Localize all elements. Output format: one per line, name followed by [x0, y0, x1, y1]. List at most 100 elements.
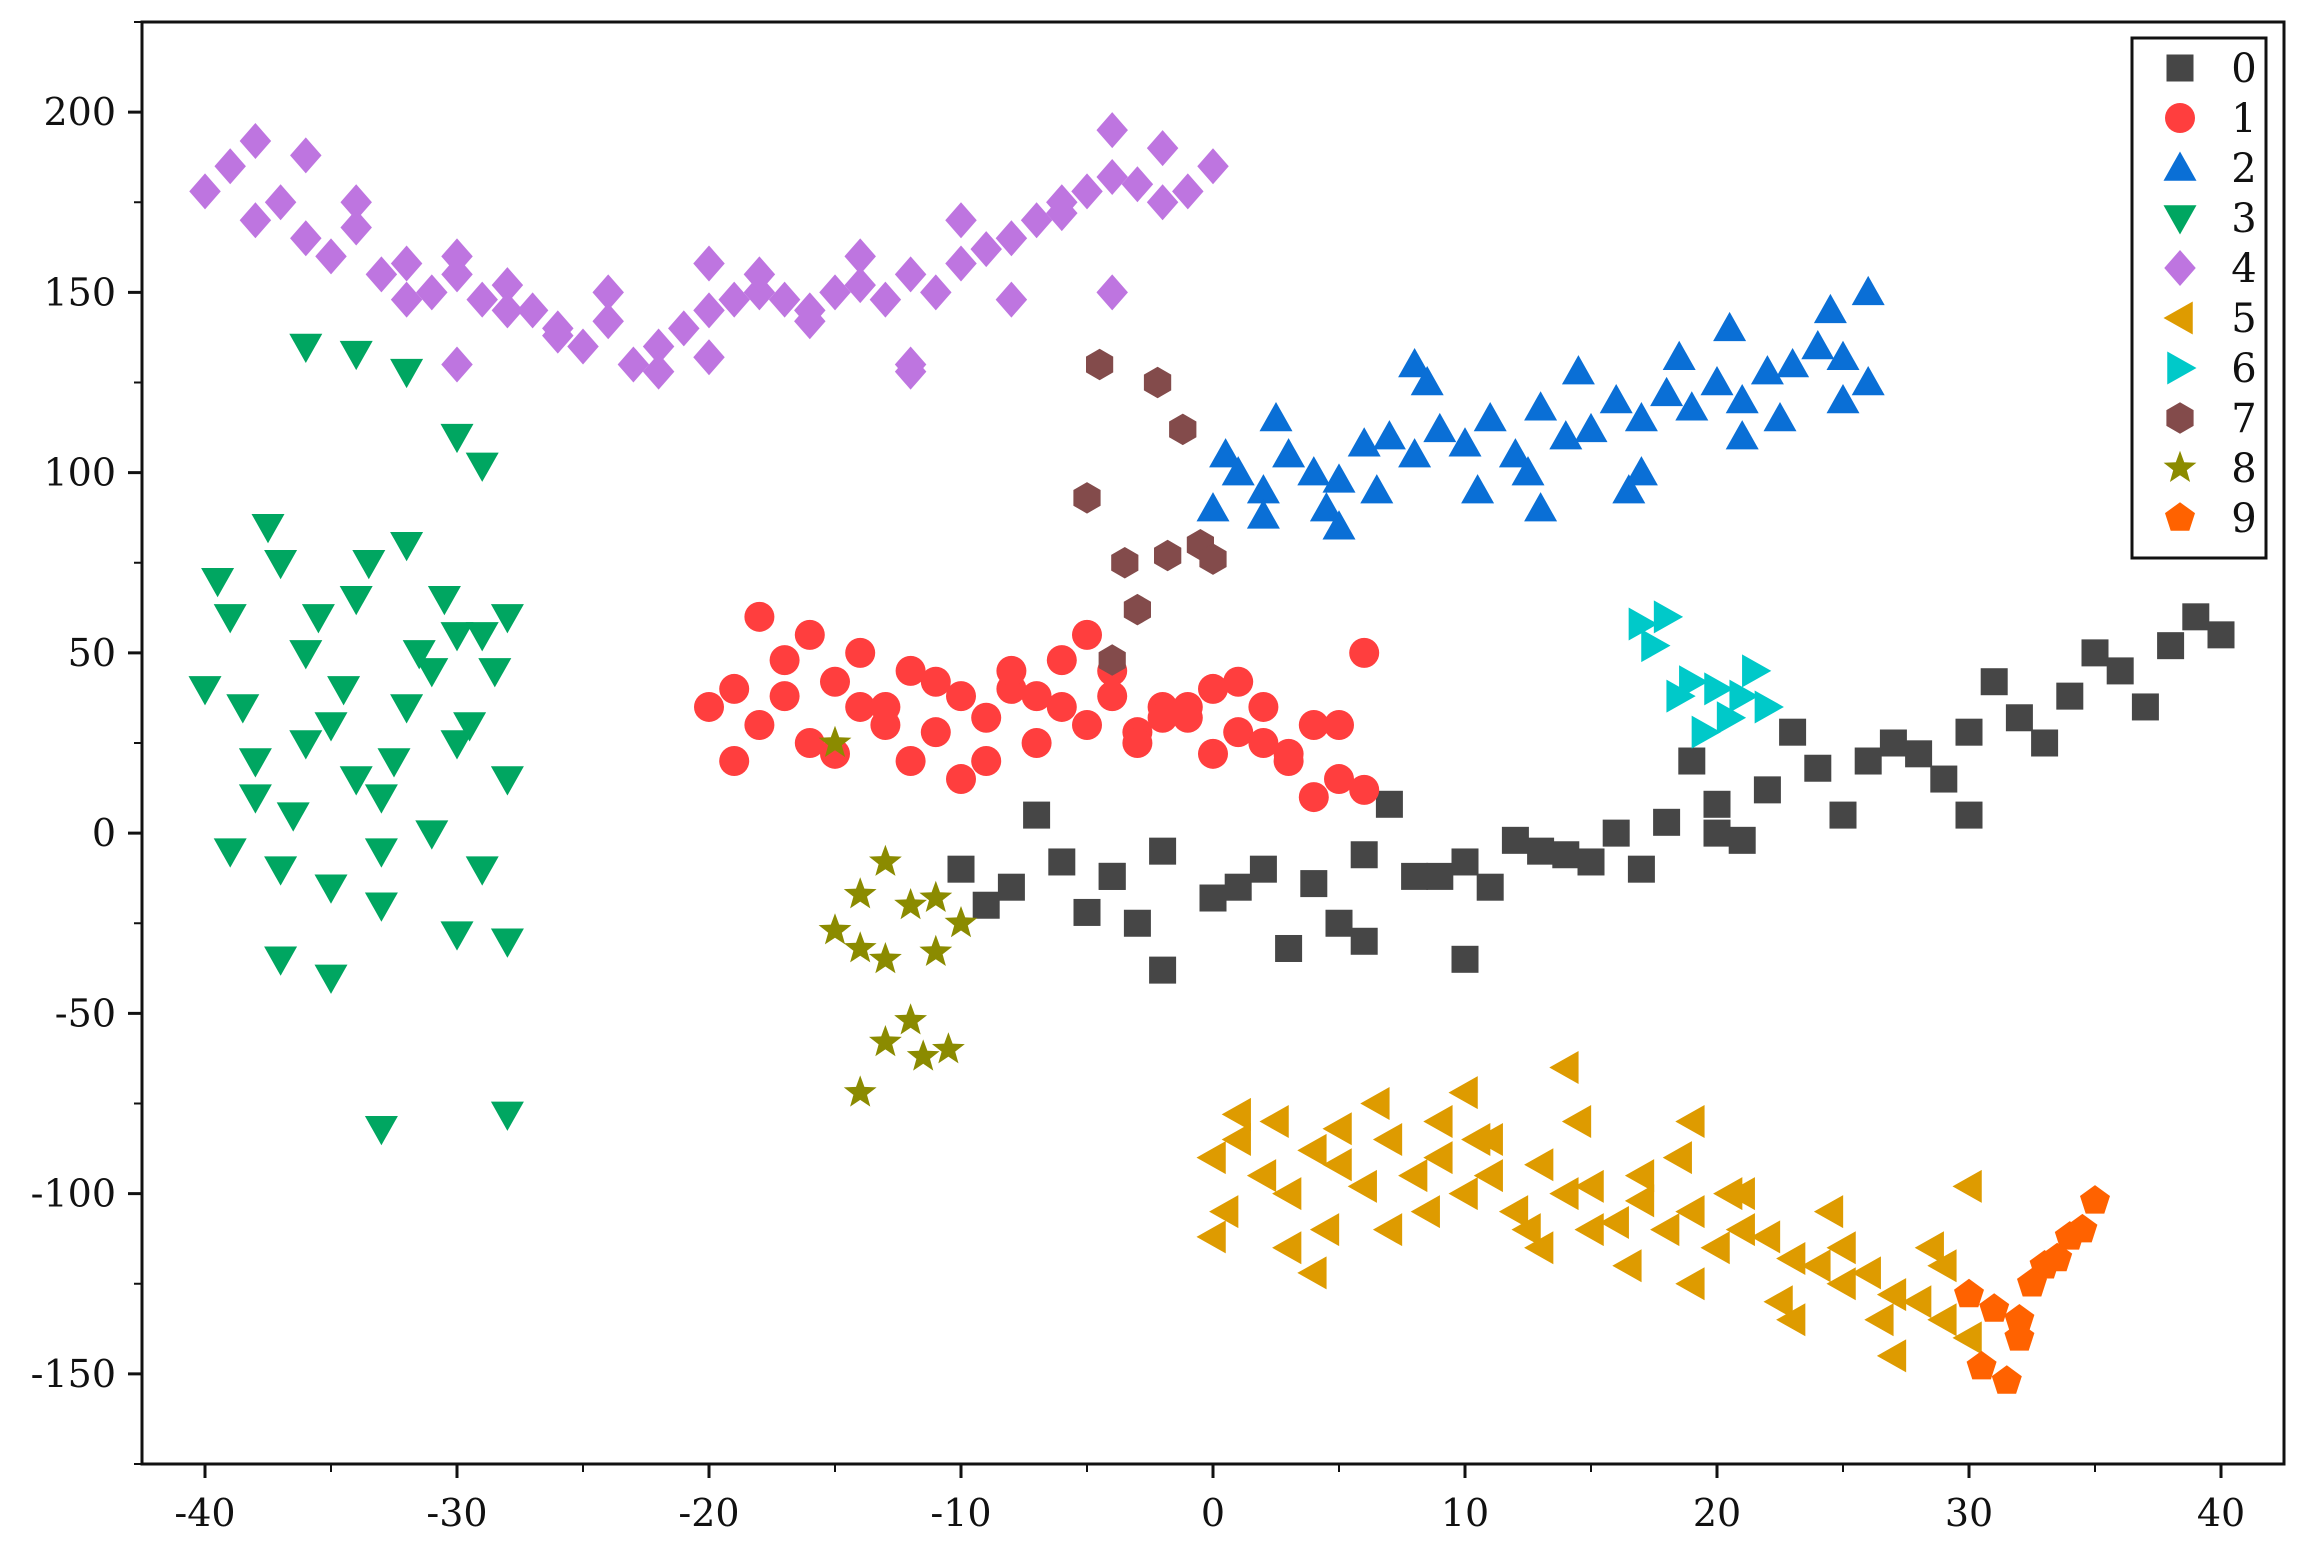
point-series-8	[818, 725, 852, 757]
point-series-4	[642, 353, 675, 390]
point-series-6	[1729, 679, 1759, 713]
point-series-5	[1599, 1205, 1629, 1239]
point-series-3	[289, 333, 323, 363]
point-series-4	[390, 245, 423, 282]
point-series-3	[264, 550, 298, 580]
point-series-1	[820, 738, 850, 769]
point-series-6	[1704, 672, 1734, 706]
point-series-4	[315, 238, 347, 275]
point-series-2	[1851, 275, 1885, 306]
point-series-2	[1725, 420, 1759, 450]
point-series-5	[1675, 1267, 1705, 1301]
point-series-3	[440, 423, 474, 454]
legend-marker-8	[2163, 450, 2197, 482]
point-series-0	[1627, 855, 1655, 883]
point-series-4	[340, 184, 372, 221]
point-series-4	[1172, 173, 1204, 210]
series-0	[947, 603, 2235, 984]
point-series-3	[289, 730, 323, 760]
point-series-2	[1473, 402, 1507, 432]
point-series-5	[1952, 1169, 1982, 1203]
point-series-2	[1549, 420, 1583, 450]
point-series-3	[264, 856, 298, 886]
legend-label-8: 8	[2231, 446, 2256, 492]
point-series-7	[1123, 593, 1151, 626]
legend-marker-4	[2164, 250, 2196, 286]
legend-entry-7: 7	[2166, 396, 2257, 442]
point-series-2	[1662, 340, 1696, 371]
point-series-0	[1678, 747, 1706, 775]
point-series-2	[1259, 402, 1293, 432]
point-series-0	[1552, 841, 1580, 869]
point-series-5	[1196, 1141, 1226, 1175]
point-series-9	[1991, 1365, 2022, 1394]
point-series-4	[995, 220, 1028, 257]
point-series-0	[1955, 718, 1983, 746]
legend-label-2: 2	[2231, 146, 2256, 192]
point-series-4	[1096, 274, 1128, 311]
point-series-5	[1561, 1105, 1592, 1139]
point-series-1	[971, 702, 1002, 733]
point-series-0	[1930, 765, 1958, 793]
point-series-3	[490, 928, 524, 958]
y-tick-label: -100	[31, 1172, 116, 1216]
point-series-5	[1209, 1195, 1239, 1229]
point-series-7	[1169, 413, 1197, 446]
point-series-0	[1728, 826, 1756, 854]
point-series-2	[1309, 492, 1343, 522]
point-series-4	[441, 346, 473, 383]
point-series-2	[1624, 402, 1658, 432]
point-series-1	[1021, 681, 1052, 712]
point-series-9	[2004, 1322, 2035, 1351]
point-series-0	[1703, 790, 1731, 818]
point-series-0	[1501, 826, 1529, 854]
point-series-0	[2182, 603, 2210, 631]
point-series-5	[1410, 1195, 1440, 1229]
point-series-5	[1864, 1303, 1894, 1337]
point-series-9	[1966, 1350, 1997, 1380]
point-series-2	[1826, 340, 1860, 371]
point-series-5	[1914, 1231, 1944, 1265]
point-series-0	[1199, 884, 1227, 912]
point-series-4	[794, 303, 826, 340]
point-series-1	[1223, 717, 1254, 748]
point-series-4	[844, 267, 876, 304]
point-series-6	[1653, 600, 1684, 634]
point-series-5	[1876, 1278, 1907, 1312]
point-series-0	[1980, 668, 2008, 696]
point-series-1	[744, 601, 775, 632]
y-tick-label: 100	[43, 451, 116, 495]
point-series-3	[453, 712, 487, 742]
point-series-2	[1246, 499, 1280, 529]
point-series-1	[1324, 709, 1354, 740]
point-series-0	[1451, 945, 1479, 973]
point-series-8	[894, 888, 927, 920]
point-series-8	[818, 913, 852, 945]
point-series-0	[1275, 934, 1303, 962]
point-series-5	[1322, 1148, 1352, 1182]
point-series-8	[869, 1025, 902, 1057]
point-series-5	[1876, 1339, 1907, 1373]
point-series-4	[441, 238, 473, 275]
point-series-1	[1349, 637, 1380, 668]
legend-marker-3	[2163, 205, 2197, 235]
point-series-5	[1398, 1159, 1428, 1193]
point-series-7	[1143, 366, 1172, 399]
point-series-7	[1073, 482, 1101, 514]
point-series-7	[1111, 547, 1139, 579]
point-series-1	[1021, 728, 1052, 758]
point-series-0	[1123, 909, 1151, 937]
point-series-4	[894, 353, 927, 390]
point-series-0	[1577, 848, 1605, 876]
point-series-0	[1375, 790, 1403, 818]
point-series-5	[1574, 1169, 1604, 1203]
point-series-4	[693, 339, 725, 376]
point-series-1	[971, 746, 1002, 777]
point-series-5	[1498, 1195, 1529, 1229]
point-series-1	[744, 709, 775, 740]
point-series-2	[1398, 347, 1432, 378]
point-series-3	[289, 640, 323, 670]
point-series-0	[1249, 855, 1277, 883]
point-series-2	[1372, 420, 1406, 450]
point-series-8	[919, 934, 953, 966]
